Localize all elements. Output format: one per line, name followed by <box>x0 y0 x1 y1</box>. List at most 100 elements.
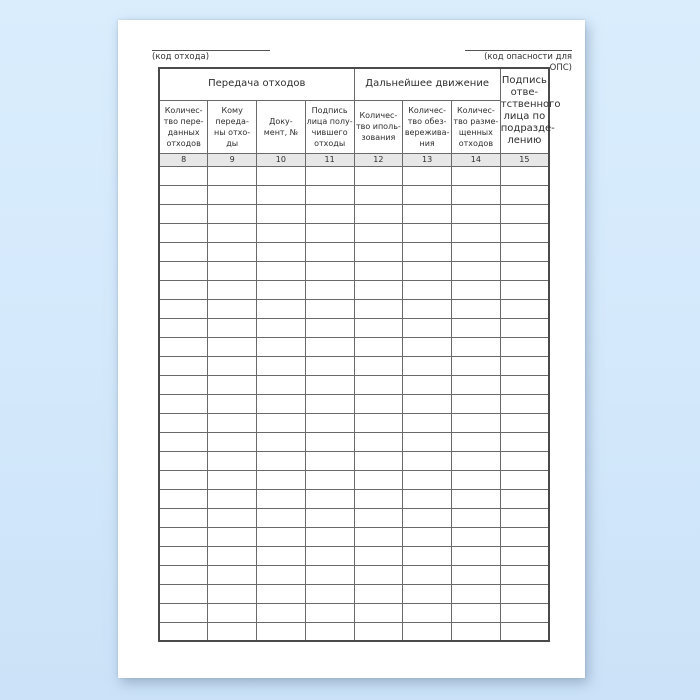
waste-transfer-table: Передача отходов Дальнейшее движение Под… <box>158 67 561 642</box>
empty-data-row <box>158 241 550 262</box>
empty-cell <box>304 298 355 319</box>
column-header-receiver-signature: Подпись лица полу- чившего отходы <box>304 99 355 154</box>
waste-code-caption: (код отхода) <box>152 52 210 62</box>
empty-cell <box>499 222 550 243</box>
empty-cell <box>207 355 257 376</box>
empty-cell <box>499 412 550 433</box>
empty-data-row <box>158 336 550 357</box>
empty-data-row <box>158 412 550 433</box>
empty-data-row <box>158 298 550 319</box>
empty-cell <box>207 564 257 585</box>
empty-cell <box>256 412 306 433</box>
empty-cell <box>256 621 306 642</box>
empty-cell <box>158 526 209 547</box>
waste-code-blank-line <box>152 50 270 51</box>
empty-cell <box>402 222 452 243</box>
group-header-waste-transfer: Передача отходов <box>158 67 355 101</box>
empty-data-row <box>158 583 550 604</box>
empty-cell <box>158 165 209 186</box>
empty-cell <box>499 165 550 186</box>
empty-cell <box>451 564 501 585</box>
empty-cell <box>451 165 501 186</box>
empty-cell <box>402 526 452 547</box>
empty-cell <box>499 526 550 547</box>
empty-cell <box>402 165 452 186</box>
empty-data-row <box>158 203 550 224</box>
column-number-11: 11 <box>304 152 355 167</box>
empty-cell <box>158 222 209 243</box>
empty-cell <box>256 469 306 490</box>
empty-cell <box>256 203 306 224</box>
empty-cell <box>304 450 355 471</box>
empty-cell <box>304 374 355 395</box>
empty-cell <box>499 545 550 566</box>
empty-cell <box>402 393 452 414</box>
empty-cell <box>353 298 404 319</box>
empty-cell <box>256 184 306 205</box>
column-header-quantity-used: Количес- тво иполь- зования <box>353 99 404 154</box>
empty-cell <box>353 355 404 376</box>
empty-cell <box>207 526 257 547</box>
empty-cell <box>158 488 209 509</box>
hazard-code-caption: (код опасности для ОПС) <box>484 52 572 73</box>
empty-cell <box>353 222 404 243</box>
empty-cell <box>353 621 404 642</box>
empty-cell <box>353 393 404 414</box>
empty-cell <box>158 374 209 395</box>
empty-cell <box>207 374 257 395</box>
empty-data-row <box>158 602 550 623</box>
empty-cell <box>499 393 550 414</box>
empty-cell <box>304 469 355 490</box>
empty-cell <box>499 336 550 357</box>
empty-cell <box>402 279 452 300</box>
empty-cell <box>158 450 209 471</box>
empty-cell <box>304 336 355 357</box>
empty-cell <box>207 545 257 566</box>
empty-cell <box>402 317 452 338</box>
column-header-quantity-neutralized: Количес- тво обез- вережива- ния <box>402 99 452 154</box>
empty-cell <box>353 412 404 433</box>
column-header-transferred-to: Кому переда- ны отхо- ды <box>207 99 257 154</box>
empty-data-row <box>158 621 550 642</box>
empty-cell <box>353 279 404 300</box>
empty-cell <box>402 184 452 205</box>
empty-data-row <box>158 355 550 376</box>
empty-cell <box>451 545 501 566</box>
empty-cell <box>499 317 550 338</box>
empty-cell <box>353 602 404 623</box>
empty-cell <box>256 298 306 319</box>
empty-cell <box>402 298 452 319</box>
empty-data-row <box>158 469 550 490</box>
empty-cell <box>304 507 355 528</box>
empty-cell <box>256 583 306 604</box>
empty-cell <box>304 260 355 281</box>
empty-cell <box>304 583 355 604</box>
empty-cell <box>499 602 550 623</box>
empty-cell <box>304 203 355 224</box>
empty-cell <box>304 412 355 433</box>
empty-cell <box>499 203 550 224</box>
empty-cell <box>353 564 404 585</box>
empty-cell <box>451 583 501 604</box>
empty-cell <box>499 450 550 471</box>
empty-data-row <box>158 450 550 471</box>
empty-cell <box>451 602 501 623</box>
empty-cell <box>158 602 209 623</box>
empty-cell <box>207 222 257 243</box>
empty-cell <box>451 260 501 281</box>
empty-cell <box>304 526 355 547</box>
empty-cell <box>256 374 306 395</box>
column-number-13: 13 <box>402 152 452 167</box>
empty-cell <box>304 621 355 642</box>
empty-cell <box>402 412 452 433</box>
empty-cell <box>207 507 257 528</box>
empty-cell <box>499 488 550 509</box>
empty-cell <box>207 241 257 262</box>
empty-cell <box>256 317 306 338</box>
empty-cell <box>353 583 404 604</box>
empty-cell <box>158 203 209 224</box>
empty-data-row <box>158 431 550 452</box>
empty-cell <box>402 336 452 357</box>
empty-cell <box>402 621 452 642</box>
empty-cell <box>353 450 404 471</box>
